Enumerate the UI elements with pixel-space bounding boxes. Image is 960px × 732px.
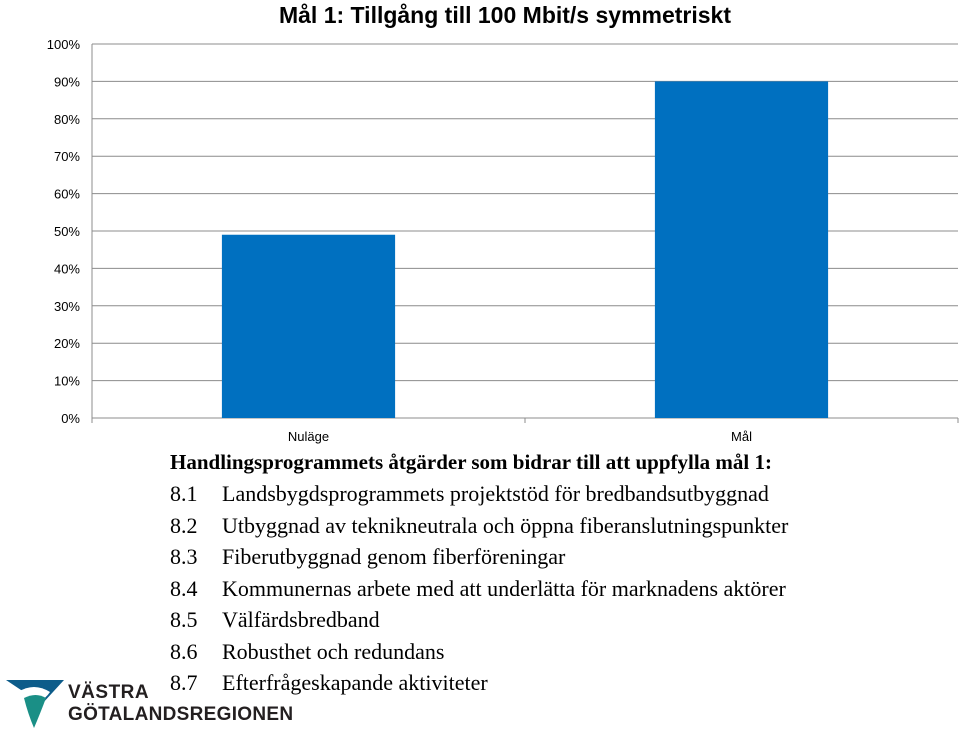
chart-title: Mål 1: Tillgång till 100 Mbit/s symmetri…	[278, 2, 732, 28]
action-item: 8.7 Efterfrågeskapande aktiviteter	[170, 667, 788, 699]
action-text: Välfärdsbredband	[222, 607, 380, 632]
y-tick-label: 0%	[61, 411, 80, 426]
y-tick-label: 40%	[54, 261, 80, 276]
action-number: 8.1	[170, 481, 198, 506]
actions-heading: Handlingsprogrammets åtgärder som bidrar…	[170, 450, 773, 474]
logo-mark-icon	[6, 680, 64, 728]
y-tick-label: 20%	[54, 336, 80, 351]
y-tick-label: 70%	[54, 149, 80, 164]
action-text: Kommunernas arbete med att underlätta fö…	[222, 575, 786, 601]
action-number: 8.2	[170, 512, 198, 538]
y-tick-label: 90%	[54, 74, 80, 89]
action-text: Landsbygdsprogrammets projektstöd för br…	[222, 481, 769, 506]
vastra-gotalandsregionen-logo: VÄSTRA GÖTALANDSREGIONEN	[4, 674, 293, 730]
y-tick-label: 60%	[54, 187, 80, 202]
bar-chart: 0% 10% 20% 30% 40% 50% 60% 70% 80% 90% 100% Nuläge M…	[47, 37, 959, 444]
action-item: 8.6 Robusthet och redundans	[170, 636, 788, 668]
action-item: 8.4 Kommunernas arbete med att underlätta…	[170, 573, 788, 605]
y-tick-label: 100%	[47, 37, 81, 52]
action-item: 8.5 Välfärdsbredband	[170, 604, 788, 636]
logo-text-line1: VÄSTRA	[68, 682, 150, 703]
action-item: 8.3 Fiberutbyggnad genom fiberföreningar	[170, 541, 788, 573]
bar	[221, 234, 396, 418]
y-tick-label: 30%	[54, 299, 80, 314]
action-number: 8.6	[170, 638, 198, 664]
y-tick-label: 80%	[54, 112, 80, 127]
x-tick-label: Nuläge	[288, 429, 329, 444]
action-number: 8.4	[170, 575, 198, 601]
action-text: Utbyggnad av teknikneutrala och öppna fi…	[222, 512, 789, 538]
bar	[654, 81, 829, 419]
actions-list: 8.1 Landsbygdsprogrammets projektstöd för…	[170, 478, 788, 699]
action-text: Fiberutbyggnad genom fiberföreningar	[222, 544, 566, 569]
action-number: 8.7	[170, 670, 198, 695]
y-tick-label: 50%	[54, 224, 80, 239]
action-item: 8.1 Landsbygdsprogrammets projektstöd för…	[170, 478, 788, 510]
action-number: 8.3	[170, 544, 198, 569]
y-tick-label: 10%	[54, 374, 80, 389]
action-item: 8.2 Utbyggnad av teknikneutrala och öppna…	[170, 510, 788, 542]
action-number: 8.5	[170, 607, 198, 632]
x-tick-label: Mål	[731, 429, 752, 444]
action-text: Efterfrågeskapande aktiviteter	[222, 670, 488, 695]
action-text: Robusthet och redundans	[222, 638, 445, 664]
logo-text-line2: GÖTALANDSREGIONEN	[68, 704, 294, 725]
